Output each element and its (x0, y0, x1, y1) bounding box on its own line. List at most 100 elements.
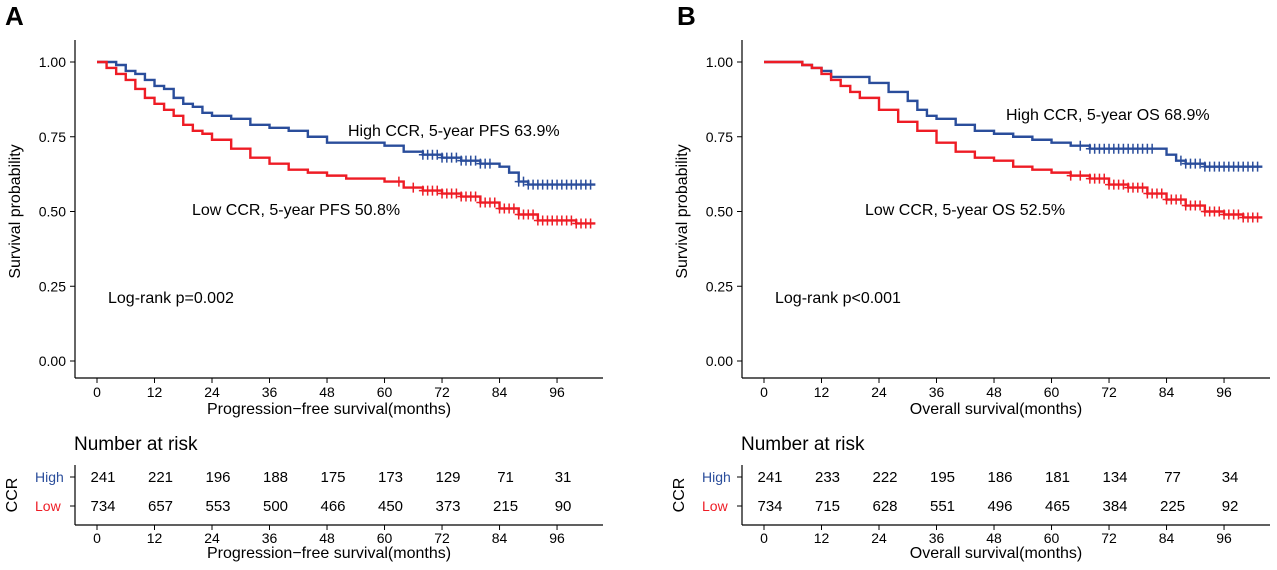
risk-count: 466 (321, 498, 346, 515)
x-tick-label: 36 (929, 384, 945, 400)
censor-mark (567, 215, 576, 226)
risk-x-tick-label: 24 (204, 530, 220, 546)
risk-group-title: CCR (671, 478, 688, 513)
risk-count: 450 (378, 498, 403, 515)
y-tick-label: 0.25 (706, 278, 733, 294)
risk-x-tick-label: 84 (492, 530, 508, 546)
risk-table-title: Number at risk (74, 434, 198, 455)
censor-mark (509, 203, 518, 214)
risk-count: 173 (378, 469, 403, 486)
censor-mark (586, 218, 595, 229)
x-tick-label: 96 (1216, 384, 1232, 400)
risk-x-tick-label: 36 (929, 530, 945, 546)
y-tick-label: 1.00 (706, 54, 733, 70)
risk-x-tick-label: 60 (377, 530, 393, 546)
censor-mark (1148, 143, 1157, 154)
censor-mark (471, 191, 480, 202)
risk-row-name-high: High (702, 469, 731, 485)
risk-x-tick-label: 36 (262, 530, 278, 546)
censor-mark (1119, 179, 1128, 190)
x-tick-label: 72 (1101, 384, 1117, 400)
risk-count: 31 (555, 469, 572, 486)
censor-mark (1138, 182, 1147, 193)
x-tick-label: 48 (986, 384, 1002, 400)
censor-mark (409, 182, 418, 193)
risk-count: 241 (757, 469, 782, 486)
risk-count: 186 (988, 469, 1013, 486)
km-curve-low (764, 60, 1263, 223)
risk-x-tick-label: 84 (1159, 530, 1175, 546)
risk-count: 188 (263, 469, 288, 486)
km-curve-high (97, 60, 596, 190)
x-tick-label: 48 (319, 384, 335, 400)
risk-count: 241 (90, 469, 115, 486)
censor-mark (1176, 155, 1185, 166)
censor-mark (529, 209, 538, 220)
censor-mark (452, 152, 461, 163)
risk-x-tick-label: 96 (549, 530, 565, 546)
log-rank-pvalue: Log-rank p<0.001 (775, 290, 901, 307)
y-axis-title: Survival probability (7, 144, 24, 278)
risk-table: Number at risk CCR High 241 221 196 188 175 173 1… (4, 434, 603, 562)
censor-mark (1100, 173, 1109, 184)
y-tick-label: 0.00 (706, 353, 733, 369)
risk-x-tick-label: 12 (147, 530, 163, 546)
risk-x-tick-label: 60 (1044, 530, 1060, 546)
y-tick-label: 0.00 (39, 353, 66, 369)
risk-count: 90 (555, 498, 572, 515)
risk-count: 734 (757, 498, 782, 515)
censor-mark (433, 185, 442, 196)
risk-count: 221 (148, 469, 173, 486)
censor-mark (586, 179, 595, 190)
risk-table: Number at risk CCR High 241 233 222 195 186 181 1… (671, 434, 1270, 562)
km-curve-low (97, 60, 596, 229)
curve-label-high: High CCR, 5-year PFS 63.9% (348, 123, 560, 140)
risk-x-tick-label: 96 (1216, 530, 1232, 546)
risk-count: 553 (205, 498, 230, 515)
risk-x-tick-label: 72 (1101, 530, 1117, 546)
panel-a: A 0.00 0.25 0.50 0.75 1.00 0 12 24 36 48 60 72 84 96 Pr… (4, 1, 603, 562)
risk-count: 222 (872, 469, 897, 486)
risk-count: 215 (493, 498, 518, 515)
risk-x-tick-label: 0 (93, 530, 101, 546)
x-tick-label: 24 (871, 384, 887, 400)
censor-mark (1066, 170, 1075, 181)
risk-x-tick-label: 72 (434, 530, 450, 546)
x-tick-label: 72 (434, 384, 450, 400)
censor-mark (1234, 209, 1243, 220)
risk-count: 225 (1160, 498, 1185, 515)
risk-count: 715 (815, 498, 840, 515)
risk-x-axis-title: Overall survival(months) (910, 545, 1082, 562)
censor-mark (471, 155, 480, 166)
censor-mark (1076, 170, 1085, 181)
risk-x-tick-label: 24 (871, 530, 887, 546)
censor-mark (394, 176, 403, 187)
x-tick-label: 12 (814, 384, 830, 400)
censor-mark (1176, 194, 1185, 205)
risk-count: 628 (872, 498, 897, 515)
y-tick-label: 0.50 (39, 204, 66, 220)
censor-mark (1196, 200, 1205, 211)
risk-row-name-low: Low (702, 498, 729, 514)
risk-count: 195 (930, 469, 955, 486)
risk-count: 657 (148, 498, 173, 515)
risk-x-tick-label: 48 (986, 530, 1002, 546)
risk-count: 175 (321, 469, 346, 486)
x-tick-label: 60 (1044, 384, 1060, 400)
y-tick-label: 0.25 (39, 278, 66, 294)
risk-count: 196 (205, 469, 230, 486)
censor-mark (1076, 140, 1085, 151)
censor-mark (1157, 188, 1166, 199)
y-axis-title: Survival probability (674, 144, 691, 278)
panel-label: A (5, 1, 24, 31)
risk-row-name-low: Low (35, 498, 62, 514)
risk-count: 92 (1222, 498, 1239, 515)
x-tick-label: 12 (147, 384, 163, 400)
risk-count: 500 (263, 498, 288, 515)
risk-count: 551 (930, 498, 955, 515)
censor-mark (519, 176, 528, 187)
km-step-line (764, 60, 1263, 219)
risk-count: 77 (1164, 469, 1181, 486)
risk-count: 134 (1103, 469, 1128, 486)
